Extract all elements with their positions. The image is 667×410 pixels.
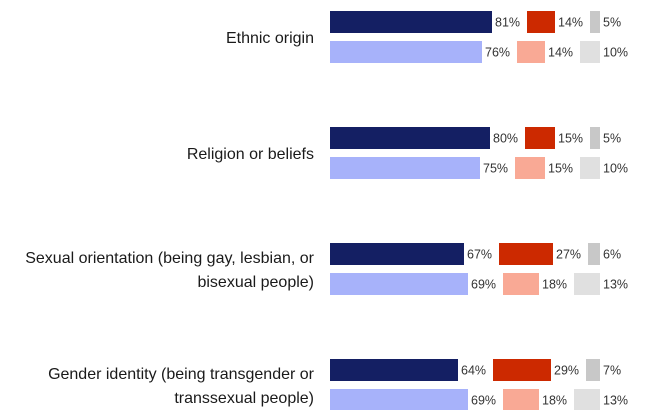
bar-upper-g0-s1 (527, 11, 555, 33)
category-label-2-line-0: Sexual orientation (being gay, lesbian, … (25, 250, 314, 267)
data-label-lower-g1-s2: 10% (603, 162, 628, 176)
data-label-upper-g2-s2: 6% (603, 248, 621, 262)
bar-upper-g1-s2 (590, 127, 600, 149)
category-label-2-line-1: bisexual people) (197, 274, 314, 291)
data-label-lower-g1-s1: 15% (548, 162, 573, 176)
data-label-upper-g3-s2: 7% (603, 364, 621, 378)
category-label-0-line-0: Ethnic origin (226, 30, 314, 47)
bar-lower-g2-s0 (330, 273, 468, 295)
bar-lower-g0-s2 (580, 41, 600, 63)
bar-upper-g2-s1 (499, 243, 553, 265)
bar-lower-g1-s0 (330, 157, 480, 179)
data-label-upper-g0-s0: 81% (495, 16, 520, 30)
bar-upper-g1-s0 (330, 127, 490, 149)
data-label-lower-g3-s2: 13% (603, 394, 628, 408)
data-label-lower-g0-s1: 14% (548, 46, 573, 60)
bar-upper-g3-s1 (493, 359, 551, 381)
bar-lower-g3-s0 (330, 389, 468, 410)
bar-upper-g2-s2 (588, 243, 600, 265)
bar-lower-g1-s1 (515, 157, 545, 179)
data-label-upper-g3-s0: 64% (461, 364, 486, 378)
data-label-upper-g1-s1: 15% (558, 132, 583, 146)
data-label-lower-g2-s0: 69% (471, 278, 496, 292)
bar-upper-g2-s0 (330, 243, 464, 265)
data-label-upper-g1-s2: 5% (603, 132, 621, 146)
category-label-3-line-0: Gender identity (being transgender or (48, 366, 315, 383)
data-label-upper-g3-s1: 29% (554, 364, 579, 378)
data-label-lower-g0-s2: 10% (603, 46, 628, 60)
data-label-upper-g1-s0: 80% (493, 132, 518, 146)
bar-lower-g0-s0 (330, 41, 482, 63)
data-label-lower-g3-s1: 18% (542, 394, 567, 408)
data-label-lower-g1-s0: 75% (483, 162, 508, 176)
bar-upper-g1-s1 (525, 127, 555, 149)
category-label-3-line-1: transsexual people) (174, 390, 314, 407)
data-label-upper-g2-s1: 27% (556, 248, 581, 262)
bar-upper-g3-s0 (330, 359, 458, 381)
data-label-upper-g2-s0: 67% (467, 248, 492, 262)
bar-lower-g2-s2 (574, 273, 600, 295)
data-label-lower-g0-s0: 76% (485, 46, 510, 60)
bar-lower-g1-s2 (580, 157, 600, 179)
bar-lower-g0-s1 (517, 41, 545, 63)
data-label-upper-g0-s2: 5% (603, 16, 621, 30)
data-label-lower-g3-s0: 69% (471, 394, 496, 408)
bar-upper-g0-s0 (330, 11, 492, 33)
bar-lower-g3-s2 (574, 389, 600, 410)
data-label-lower-g2-s2: 13% (603, 278, 628, 292)
bar-lower-g3-s1 (503, 389, 539, 410)
bar-upper-g3-s2 (586, 359, 600, 381)
data-label-upper-g0-s1: 14% (558, 16, 583, 30)
data-label-lower-g2-s1: 18% (542, 278, 567, 292)
category-label-1-line-0: Religion or beliefs (187, 146, 314, 163)
bar-lower-g2-s1 (503, 273, 539, 295)
bar-upper-g0-s2 (590, 11, 600, 33)
